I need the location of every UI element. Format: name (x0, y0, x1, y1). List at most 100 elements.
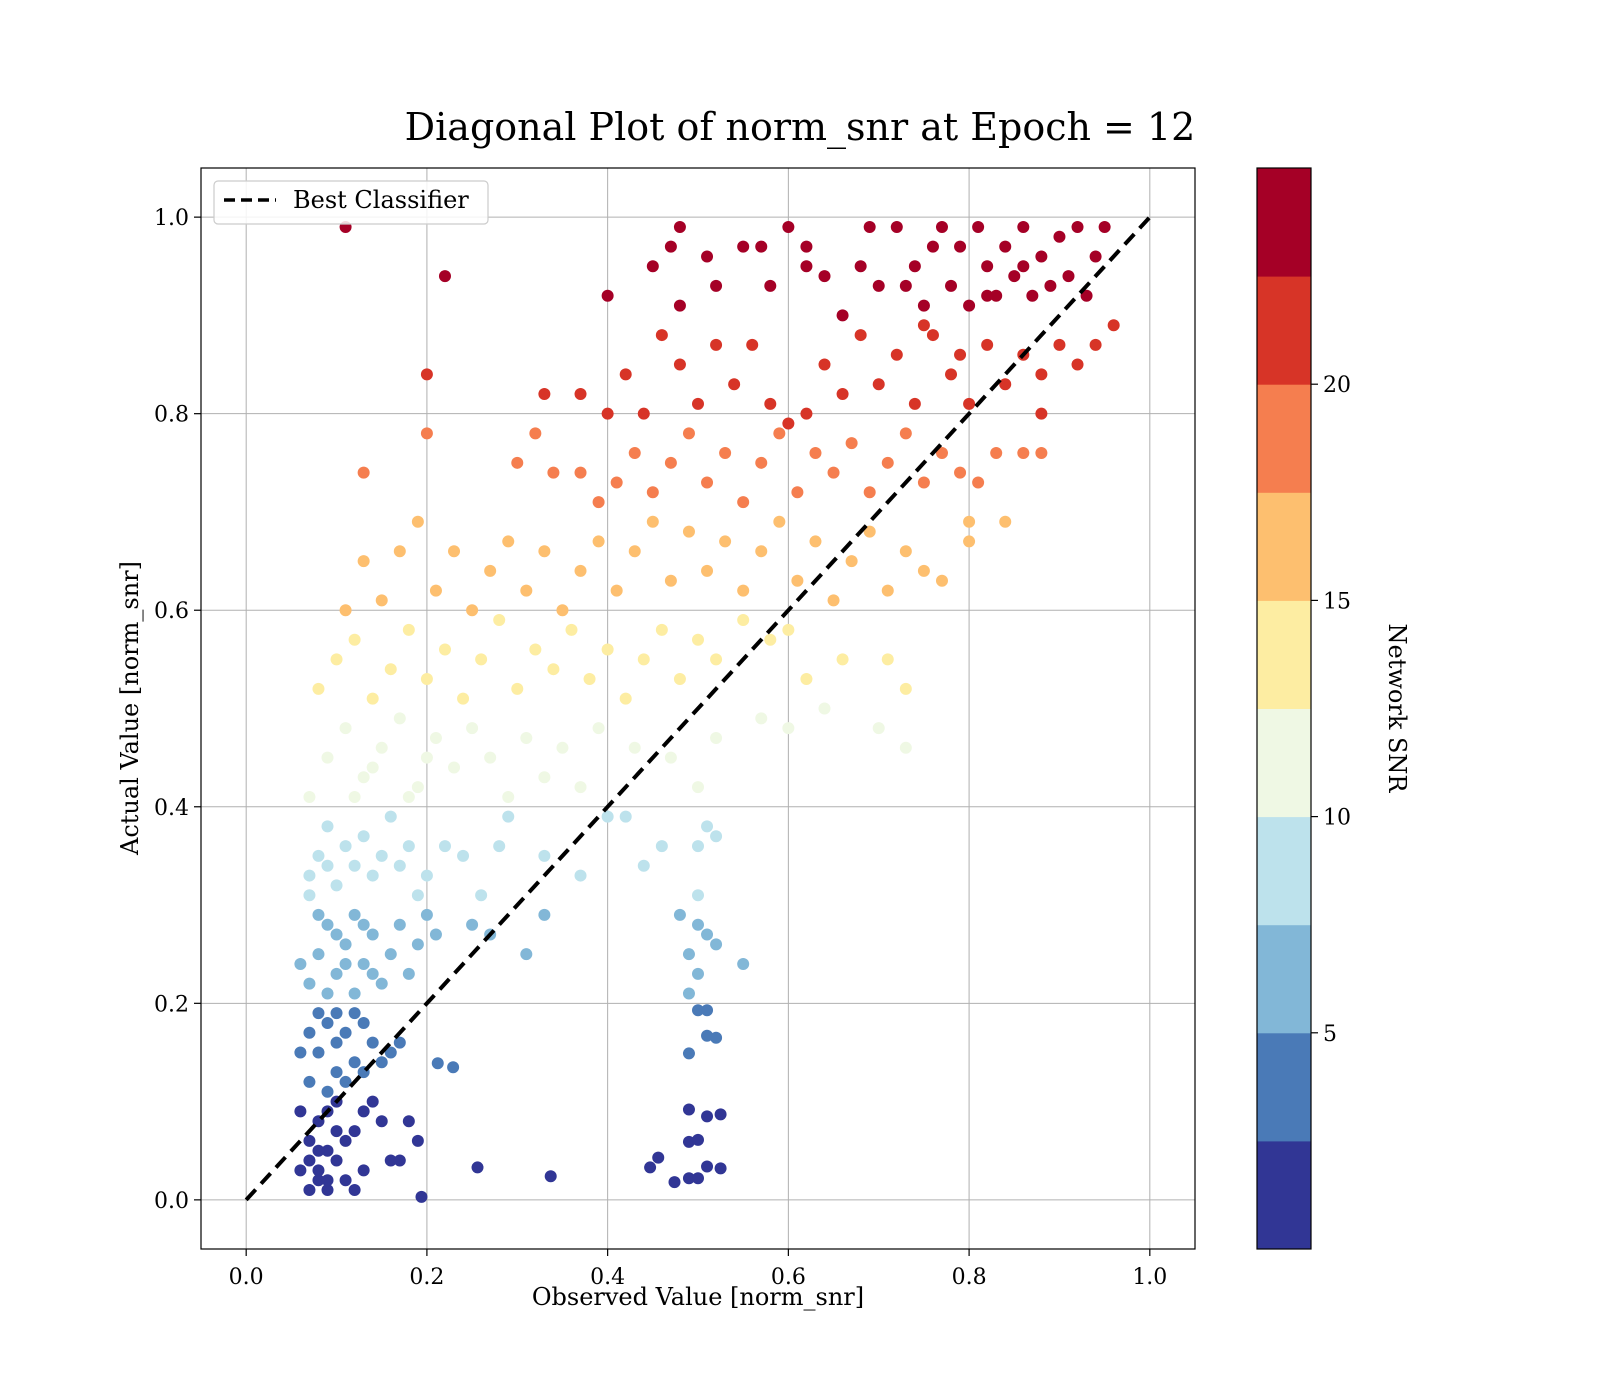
scatter-point (438, 840, 451, 853)
scatter-point (963, 299, 976, 312)
scatter-point (701, 476, 714, 489)
scatter-point (809, 535, 822, 548)
colorbar-band (1257, 492, 1311, 601)
scatter-point (321, 1085, 334, 1098)
scatter-point (655, 840, 668, 853)
scatter-point (511, 456, 524, 469)
scatter-point (312, 908, 325, 921)
scatter-point (366, 869, 379, 882)
scatter-point (881, 584, 894, 597)
scatter-point (348, 908, 361, 921)
scatter-point (908, 260, 921, 273)
scatter-point (1017, 446, 1030, 459)
x-tick-label: 0.8 (952, 1265, 987, 1290)
scatter-point (330, 967, 343, 980)
scatter-point (574, 564, 587, 577)
scatter-point (809, 446, 822, 459)
scatter-point (321, 820, 334, 833)
scatter-point (610, 476, 623, 489)
scatter-point (511, 682, 524, 695)
scatter-point (899, 545, 912, 558)
scatter-point (348, 790, 361, 803)
scatter-point (773, 427, 786, 440)
scatter-point (827, 466, 840, 479)
scatter-point (1026, 289, 1039, 302)
scatter-point (357, 1164, 370, 1177)
scatter-point (330, 928, 343, 941)
scatter-point (1071, 220, 1084, 233)
scatter-point (990, 446, 1003, 459)
scatter-point (845, 555, 858, 568)
colorbar-band (1257, 600, 1311, 709)
scatter-point (339, 604, 352, 617)
scatter-point (547, 663, 560, 676)
scatter-point (339, 1134, 352, 1147)
scatter-point (339, 722, 352, 735)
legend-label-best-classifier: Best Classifier (293, 186, 469, 214)
scatter-point (644, 1161, 657, 1174)
scatter-point (836, 653, 849, 666)
scatter-point (701, 1004, 714, 1017)
y-tick-label: 0.2 (154, 992, 189, 1017)
colorbar-ticks: 5 10 15 20 (1311, 373, 1351, 1047)
scatter-point (411, 938, 424, 951)
scatter-point (303, 1154, 316, 1167)
scatter-point (357, 555, 370, 568)
scatter-point (773, 515, 786, 528)
scatter-point (339, 1075, 352, 1088)
scatter-point (652, 1151, 665, 1164)
scatter-point (294, 958, 307, 971)
scatter-point (701, 1110, 714, 1123)
scatter-point (954, 348, 967, 361)
scatter-point (1017, 220, 1030, 233)
scatter-point (402, 623, 415, 636)
scatter-point (1035, 368, 1048, 381)
scatter-point (457, 692, 470, 705)
colorbar-label: Network SNR (1383, 624, 1411, 794)
scatter-point (447, 1061, 460, 1074)
y-tick-label: 0.8 (154, 403, 189, 428)
scatter-point (520, 584, 533, 597)
scatter-point (448, 761, 461, 774)
scatter-point (357, 1105, 370, 1118)
scatter-point (682, 1047, 695, 1060)
scatter-point (375, 977, 388, 990)
x-tick-label: 0.4 (590, 1265, 625, 1290)
scatter-point (646, 260, 659, 273)
scatter-point (710, 731, 723, 744)
scatter-point (294, 1105, 307, 1118)
scatter-point (312, 1046, 325, 1059)
scatter-point (628, 545, 641, 558)
scatter-point (357, 918, 370, 931)
scatter-point (544, 1170, 557, 1183)
scatter-point (339, 938, 352, 951)
scatter-point (294, 1164, 307, 1177)
scatter-point (818, 358, 831, 371)
scatter-point (692, 781, 704, 794)
scatter-point (899, 279, 912, 292)
scatter-point (692, 1004, 704, 1017)
scatter-point (420, 368, 433, 381)
scatter-point (393, 712, 406, 725)
colorbar: 5 10 15 20 Network SNR (1256, 167, 1411, 1250)
scatter-point (908, 397, 921, 410)
scatter-point (1080, 289, 1093, 302)
scatter-point (664, 240, 677, 253)
scatter-point (701, 928, 714, 941)
scatter-point (556, 741, 569, 754)
scatter-point (1089, 338, 1102, 351)
scatter-point (330, 1066, 343, 1079)
scatter-point (899, 741, 912, 754)
scatter-point (574, 388, 587, 401)
scatter-point (710, 1031, 723, 1044)
scatter-point (438, 643, 451, 656)
scatter-point (737, 958, 750, 971)
scatter-point (945, 279, 958, 292)
scatter-point (664, 456, 677, 469)
scatter-point (1053, 338, 1066, 351)
scatter-point (411, 1134, 424, 1147)
scatter-point (755, 240, 768, 253)
scatter-point (945, 368, 958, 381)
scatter-point (312, 1144, 325, 1157)
scatter-point (547, 466, 560, 479)
